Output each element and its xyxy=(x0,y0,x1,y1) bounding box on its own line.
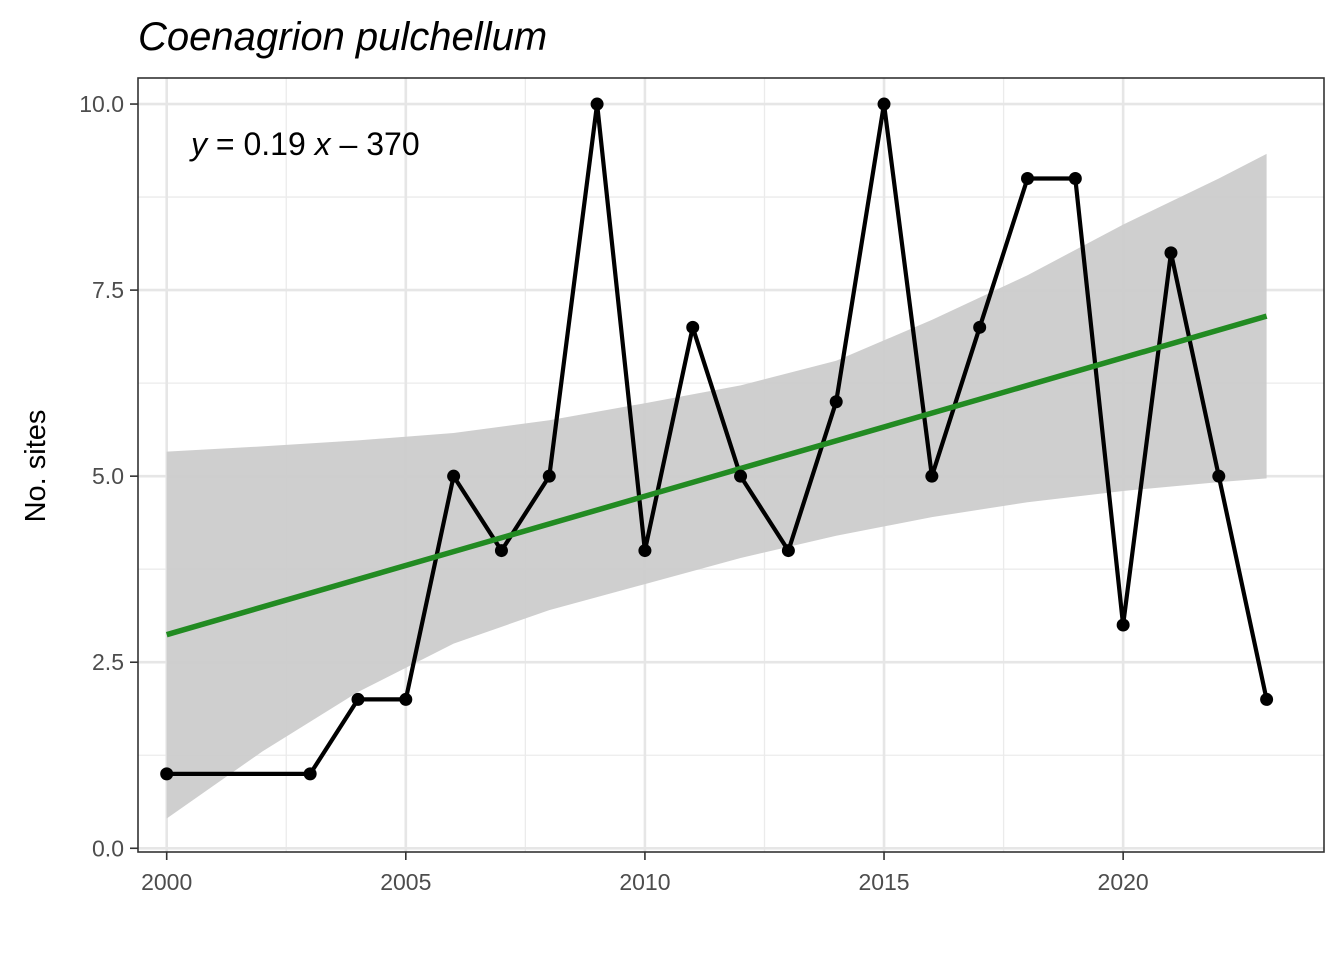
confidence-ribbon xyxy=(166,153,1267,819)
x-tick-label: 2015 xyxy=(858,869,909,895)
data-point xyxy=(160,767,174,781)
data-point xyxy=(590,97,604,111)
y-axis-label: No. sites xyxy=(20,410,52,523)
equation-end: – 370 xyxy=(331,126,420,162)
x-tick-label: 2000 xyxy=(141,869,192,895)
data-point xyxy=(877,97,891,111)
trend-line xyxy=(165,313,1268,638)
data-point xyxy=(973,320,987,334)
y-tick-label: 0.0 xyxy=(92,835,124,861)
series-line xyxy=(164,101,1269,777)
equation-middle: = 0.19 xyxy=(207,126,315,162)
data-point xyxy=(1021,171,1034,185)
data-point xyxy=(303,767,317,781)
data-point xyxy=(399,692,413,706)
x-tick-label: 2005 xyxy=(380,869,431,895)
data-point xyxy=(1260,692,1274,706)
plot-panel: 2000 2005 2010 2015 2020 0.0 2.5 5.0 7.5 10.0 y = … xyxy=(79,77,1325,895)
y-tick-label: 2.5 xyxy=(92,649,124,675)
y-tick-label: 5.0 xyxy=(92,463,124,489)
equation-y-variable: y xyxy=(189,126,209,162)
data-point xyxy=(781,544,795,558)
equation-x-variable: x xyxy=(313,126,332,162)
data-point xyxy=(734,469,748,483)
data-point xyxy=(447,469,461,483)
chart-title: Coenagrion pulchellum xyxy=(138,15,547,59)
x-tick-label: 2020 xyxy=(1098,869,1149,895)
equation-label: y = 0.19 x – 370 xyxy=(189,126,420,162)
data-point xyxy=(638,544,652,558)
data-point xyxy=(1212,469,1226,483)
data-point xyxy=(1068,171,1082,185)
data-point xyxy=(351,692,365,706)
panel-border xyxy=(137,77,1325,853)
data-point xyxy=(1116,618,1130,632)
y-tick-label: 7.5 xyxy=(92,277,124,303)
data-point xyxy=(925,469,939,483)
x-tick-label: 2010 xyxy=(619,869,670,895)
y-tick-label: 10.0 xyxy=(79,91,124,117)
data-point xyxy=(829,395,843,409)
data-point xyxy=(542,469,556,483)
data-point xyxy=(494,544,508,558)
data-point xyxy=(1164,246,1178,260)
data-point xyxy=(686,320,700,334)
